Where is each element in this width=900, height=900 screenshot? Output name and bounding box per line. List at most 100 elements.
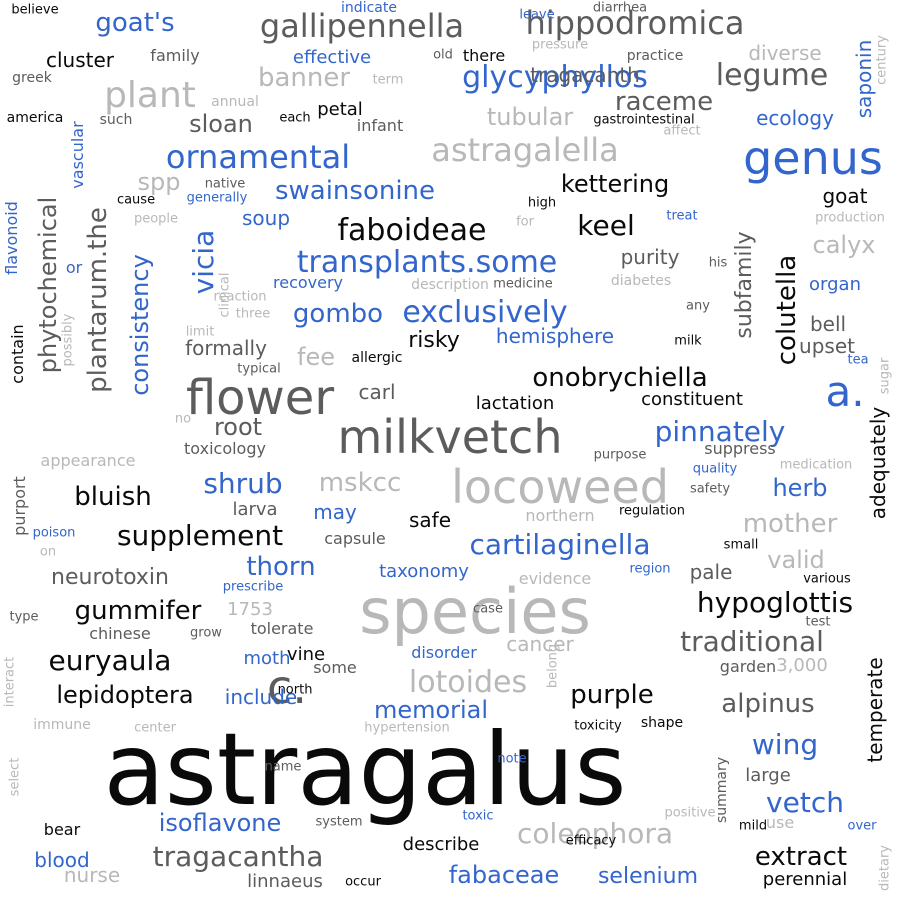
cloud-word: toxicity: [574, 718, 622, 734]
cloud-word: pressure: [531, 37, 589, 53]
cloud-word: bell: [809, 312, 847, 336]
cloud-word: diarrhea: [592, 0, 648, 16]
cloud-word: banner: [257, 63, 351, 93]
cloud-word: limit: [185, 324, 215, 340]
cloud-word: selenium: [597, 864, 699, 889]
cloud-word: there: [462, 46, 506, 65]
cloud-word: ecology: [756, 106, 834, 130]
cloud-word: center: [134, 720, 176, 736]
cloud-word: constituent: [641, 389, 743, 410]
cloud-word: gastrointestinal: [593, 112, 695, 128]
cloud-word: region: [629, 561, 671, 577]
cloud-word: 1753: [227, 599, 273, 620]
cloud-word: flower: [185, 370, 335, 426]
cloud-word: herb: [772, 474, 828, 502]
cloud-word: positive: [664, 805, 716, 821]
cloud-word: formally: [185, 336, 267, 360]
cloud-word: suppress: [704, 439, 776, 458]
cloud-word: include: [224, 685, 298, 709]
cloud-word: over: [847, 818, 877, 834]
cloud-word: type: [9, 609, 39, 625]
cloud-word: euryaula: [48, 644, 172, 677]
cloud-word: wing: [751, 728, 819, 761]
cloud-word: vicia: [187, 229, 220, 295]
cloud-word: tragacanth: [530, 63, 640, 87]
cloud-word: family: [150, 46, 200, 65]
cloud-word: high: [527, 195, 557, 211]
cloud-word: hippodromica: [525, 4, 745, 42]
cloud-word: neurotoxin: [51, 565, 169, 590]
cloud-word: generally: [186, 190, 248, 206]
cloud-word: safety: [689, 481, 731, 497]
cloud-word: purity: [620, 245, 680, 269]
cloud-word: garden: [719, 657, 777, 676]
cloud-word: treat: [666, 208, 698, 224]
cloud-word: ornamental: [165, 138, 351, 176]
cloud-word: tea: [847, 352, 869, 368]
cloud-word: risky: [408, 328, 460, 353]
cloud-word: temperate: [863, 657, 887, 763]
cloud-word: astragalella: [431, 131, 619, 169]
cloud-word: hypertension: [364, 720, 450, 736]
cloud-word: term: [372, 72, 404, 88]
cloud-word: possibly: [60, 313, 76, 367]
cloud-word: typical: [237, 361, 281, 377]
cloud-word: summary: [714, 756, 730, 824]
cloud-word: medication: [779, 457, 853, 473]
cloud-word: adequately: [866, 406, 890, 520]
cloud-word: astragalus: [103, 711, 627, 828]
cloud-word: vetch: [766, 786, 844, 819]
cloud-word: larva: [232, 499, 278, 520]
cloud-word: swainsonine: [274, 176, 436, 206]
cloud-word: mother: [742, 509, 838, 539]
cloud-word: lepidoptera: [56, 681, 194, 709]
cloud-word: nurse: [63, 863, 121, 887]
cloud-word: gallipennella: [259, 7, 465, 45]
cloud-word: on: [39, 544, 57, 560]
cloud-word: faboideae: [337, 213, 487, 248]
cloud-word: alpinus: [721, 689, 815, 719]
cloud-word: transplants.some: [296, 245, 558, 280]
cloud-word: spp: [137, 168, 181, 196]
cloud-word: isoflavone: [158, 809, 282, 837]
cloud-word: greek: [12, 70, 52, 86]
cloud-word: grow: [190, 625, 222, 641]
cloud-word: organ: [809, 274, 861, 295]
cloud-word: regulation: [618, 503, 686, 519]
cloud-word: exclusively: [402, 295, 568, 330]
cloud-word: indicate: [341, 0, 397, 16]
cloud-word: some: [313, 658, 357, 677]
cloud-word: belong: [545, 643, 561, 689]
cloud-word: calyx: [812, 231, 876, 259]
cloud-word: annual: [211, 94, 259, 110]
cloud-word: poison: [32, 525, 76, 541]
cloud-word: medicine: [493, 276, 553, 292]
cloud-word: supplement: [116, 519, 284, 552]
cloud-word: dietary: [877, 845, 893, 891]
cloud-word: coleophora: [517, 817, 673, 850]
cloud-word: carl: [358, 380, 396, 404]
cloud-word: memorial: [373, 696, 489, 724]
cloud-word: note: [497, 751, 527, 767]
cloud-word: mild: [738, 818, 768, 834]
cloud-word: or: [65, 258, 83, 277]
cloud-word: three: [235, 306, 271, 322]
cloud-word: traditional: [680, 625, 824, 658]
cloud-word: genus: [743, 131, 883, 185]
cloud-word: bluish: [74, 482, 152, 512]
cloud-word: flavonoid: [2, 201, 21, 275]
cloud-word: contain: [8, 324, 27, 384]
cloud-word: select: [7, 757, 23, 797]
cloud-word: describe: [402, 834, 480, 855]
cloud-word: keel: [577, 209, 635, 242]
cloud-word: onobrychiella: [532, 363, 708, 393]
cloud-word: goat's: [95, 8, 175, 38]
cloud-word: colutella: [772, 254, 802, 366]
cloud-word: prescribe: [222, 579, 284, 595]
cloud-word: capsule: [324, 529, 386, 548]
cloud-word: legume: [715, 58, 829, 93]
cloud-word: gombo: [292, 299, 384, 329]
cloud-word: vine: [286, 644, 326, 665]
cloud-word: leave: [519, 7, 555, 23]
cloud-word: recovery: [272, 273, 344, 292]
